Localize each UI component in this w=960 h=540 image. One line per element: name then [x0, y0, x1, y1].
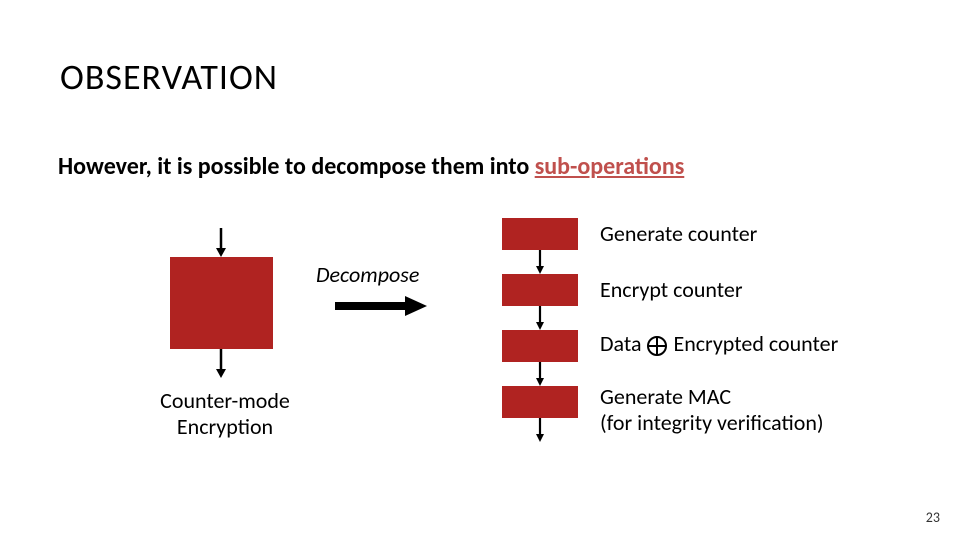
decompose-label: Decompose — [316, 261, 419, 288]
arrow-s1-s2 — [535, 306, 545, 330]
step-label-0: Generate counter — [600, 220, 757, 247]
small-block-1 — [502, 274, 578, 306]
slide-title: OBSERVATION — [60, 55, 278, 99]
small-block-0 — [502, 218, 578, 250]
arrow-out-big-block — [215, 349, 227, 378]
arrow-into-big-block — [215, 228, 227, 257]
xor-icon — [646, 332, 668, 359]
step-label-1: Encrypt counter — [600, 276, 743, 303]
page-number: 23 — [926, 509, 940, 526]
step-2-post: Encrypted counter — [668, 330, 838, 357]
subtitle-prefix: However, it is possible to decompose the… — [58, 152, 535, 181]
slide: OBSERVATION However, it is possible to d… — [0, 0, 960, 540]
arrow-s0-s1 — [535, 250, 545, 274]
small-block-3 — [502, 386, 578, 418]
decompose-arrow — [335, 296, 427, 316]
counter-mode-label: Counter-mode Encryption — [115, 388, 335, 441]
big-block — [170, 257, 273, 349]
arrow-s2-s3 — [535, 362, 545, 386]
arrow-s3-out — [535, 418, 545, 442]
step-2-pre: Data — [600, 330, 646, 357]
small-block-2 — [502, 330, 578, 362]
step-label-2: Data Encrypted counter — [600, 330, 838, 359]
subtitle: However, it is possible to decompose the… — [58, 152, 684, 181]
subtitle-highlight: sub-operations — [535, 152, 685, 181]
step-label-3: Generate MAC (for integrity verification… — [600, 384, 824, 437]
